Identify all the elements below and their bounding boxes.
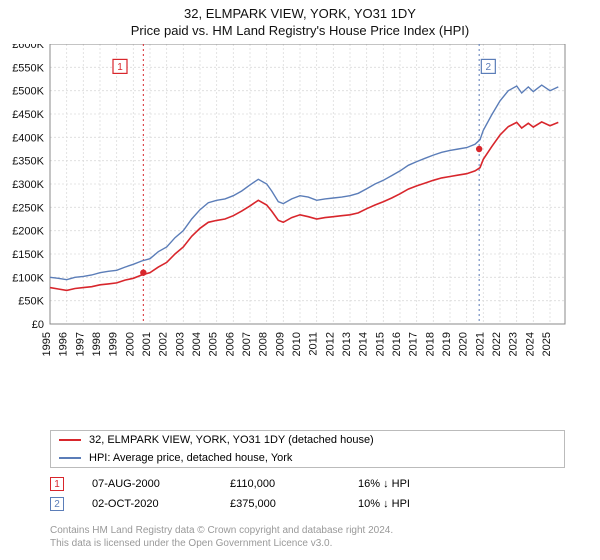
x-tick-label: 2023 — [508, 332, 520, 356]
transaction-row: 2 02-OCT-2020 £375,000 10% ↓ HPI — [50, 494, 565, 514]
series-price_paid — [50, 122, 558, 291]
y-tick-label: £150K — [12, 249, 44, 261]
sale-point-1 — [140, 269, 146, 275]
y-tick-label: £600K — [12, 44, 44, 51]
legend-swatch — [59, 457, 81, 459]
x-tick-label: 2003 — [174, 332, 186, 356]
x-tick-label: 1995 — [41, 332, 53, 356]
x-tick-label: 2021 — [474, 332, 486, 356]
legend-item: HPI: Average price, detached house, York — [51, 449, 564, 467]
footer-text: Contains HM Land Registry data © Crown c… — [50, 524, 565, 550]
transaction-diff: 10% ↓ HPI — [358, 498, 565, 510]
transaction-date: 07-AUG-2000 — [92, 478, 202, 490]
x-tick-label: 2011 — [308, 332, 320, 356]
x-tick-label: 2013 — [341, 332, 353, 356]
legend-item: 32, ELMPARK VIEW, YORK, YO31 1DY (detach… — [51, 431, 564, 449]
footer-line-2: This data is licensed under the Open Gov… — [50, 537, 565, 550]
x-tick-label: 2016 — [391, 332, 403, 356]
transaction-row: 1 07-AUG-2000 £110,000 16% ↓ HPI — [50, 474, 565, 494]
x-tick-label: 2024 — [524, 332, 536, 356]
footer-line-1: Contains HM Land Registry data © Crown c… — [50, 524, 565, 537]
sale-point-2 — [476, 146, 482, 152]
legend-label: 32, ELMPARK VIEW, YORK, YO31 1DY (detach… — [89, 434, 374, 446]
chart-title: 32, ELMPARK VIEW, YORK, YO31 1DY — [0, 6, 600, 21]
y-tick-label: £550K — [12, 62, 44, 74]
x-tick-label: 2020 — [458, 332, 470, 356]
chart-subtitle: Price paid vs. HM Land Registry's House … — [0, 23, 600, 38]
x-tick-label: 2001 — [141, 332, 153, 356]
x-tick-label: 2008 — [258, 332, 270, 356]
x-tick-label: 2014 — [358, 332, 370, 356]
y-tick-label: £250K — [12, 202, 44, 214]
x-tick-label: 2025 — [541, 332, 553, 356]
y-tick-label: £0 — [32, 319, 44, 331]
x-tick-label: 2018 — [424, 332, 436, 356]
transaction-diff: 16% ↓ HPI — [358, 478, 565, 490]
transactions-table: 1 07-AUG-2000 £110,000 16% ↓ HPI 2 02-OCT-202… — [50, 474, 565, 514]
x-tick-label: 2004 — [191, 332, 203, 356]
x-tick-label: 2022 — [491, 332, 503, 356]
x-tick-label: 2002 — [158, 332, 170, 356]
sale-marker-num-2: 2 — [486, 62, 492, 73]
legend-label: HPI: Average price, detached house, York — [89, 452, 292, 464]
transaction-date: 02-OCT-2020 — [92, 498, 202, 510]
transaction-price: £375,000 — [230, 498, 330, 510]
x-tick-label: 2009 — [274, 332, 286, 356]
x-tick-label: 1997 — [74, 332, 86, 356]
x-tick-label: 2006 — [224, 332, 236, 356]
x-tick-label: 2017 — [408, 332, 420, 356]
x-tick-label: 2000 — [124, 332, 136, 356]
x-tick-label: 2005 — [208, 332, 220, 356]
y-tick-label: £400K — [12, 132, 44, 144]
y-tick-label: £350K — [12, 156, 44, 168]
x-tick-label: 2019 — [441, 332, 453, 356]
transaction-marker: 1 — [50, 477, 64, 491]
x-tick-label: 1996 — [58, 332, 70, 356]
y-tick-label: £100K — [12, 272, 44, 284]
y-tick-label: £500K — [12, 86, 44, 98]
legend-swatch — [59, 439, 81, 441]
x-tick-label: 1998 — [91, 332, 103, 356]
y-tick-label: £200K — [12, 226, 44, 238]
transaction-marker: 2 — [50, 497, 64, 511]
x-tick-label: 2010 — [291, 332, 303, 356]
sale-marker-num-1: 1 — [117, 62, 123, 73]
x-tick-label: 2012 — [324, 332, 336, 356]
y-tick-label: £50K — [18, 296, 44, 308]
y-tick-label: £300K — [12, 179, 44, 191]
x-tick-label: 2015 — [374, 332, 386, 356]
legend: 32, ELMPARK VIEW, YORK, YO31 1DY (detach… — [50, 430, 565, 468]
transaction-price: £110,000 — [230, 478, 330, 490]
x-tick-label: 1999 — [108, 332, 120, 356]
x-tick-label: 2007 — [241, 332, 253, 356]
y-tick-label: £450K — [12, 109, 44, 121]
chart-area: £0 £50K £100K £150K £200K £250K £300K £350K £400… — [0, 44, 600, 380]
